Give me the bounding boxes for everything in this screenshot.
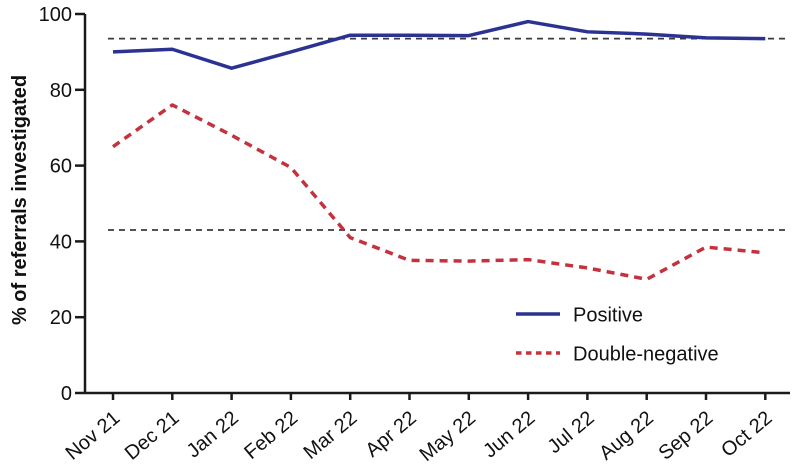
x-axis-tick-label: Jun 22 (479, 407, 539, 462)
y-axis-tick-label: 0 (61, 383, 72, 405)
x-axis-tick-label: Sep 22 (655, 407, 718, 465)
legend-label-double-negative: Double-negative (573, 344, 719, 366)
y-axis-tick-label: 100 (39, 4, 72, 26)
series-line-double-negative (111, 103, 766, 282)
y-axis-tick-label: 60 (50, 156, 72, 178)
x-axis-tick-label: Mar 22 (300, 407, 362, 464)
x-axis-tick-label: Jul 22 (544, 407, 599, 458)
series-line-positive (112, 19, 766, 70)
x-axis-tick-label: Apr 22 (361, 407, 420, 462)
y-axis-title: % of referrals investigated (9, 75, 31, 325)
x-axis-tick-label: Oct 22 (717, 407, 776, 462)
x-axis-tick-label: Jan 22 (183, 407, 243, 462)
y-axis-tick-label: 80 (50, 80, 72, 102)
legend-label-positive: Positive (573, 305, 643, 327)
x-axis-tick-label: Nov 21 (62, 407, 125, 465)
y-axis-tick-label: 20 (50, 307, 72, 329)
legend: Positive Double-negative (516, 305, 719, 366)
x-axis-tick-label: Feb 22 (240, 407, 302, 464)
x-axis-tick-label: May 22 (416, 407, 480, 466)
x-axis-tick-label: Aug 22 (595, 407, 658, 465)
x-axis-tick-label: Dec 21 (121, 407, 184, 465)
y-axis-tick-label: 40 (50, 231, 72, 253)
